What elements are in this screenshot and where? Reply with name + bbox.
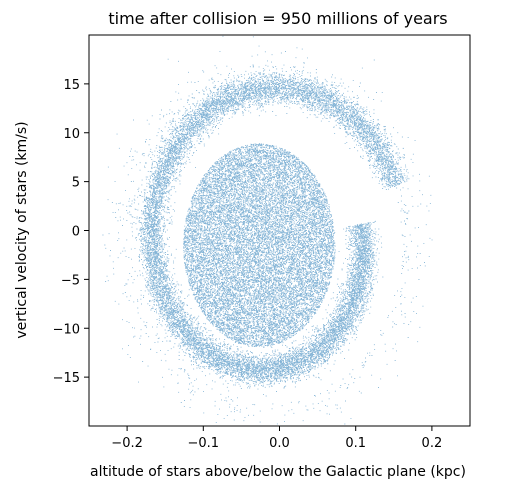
y-tick-label: 15 bbox=[63, 78, 80, 93]
x-axis-label: altitude of stars above/below the Galact… bbox=[90, 464, 466, 480]
x-tick-label: 0.0 bbox=[269, 436, 290, 451]
y-axis: 15 10 5 0 −5 −10 −15 bbox=[53, 78, 89, 386]
y-tick-label: 5 bbox=[72, 176, 80, 191]
y-tick-label: 0 bbox=[72, 225, 80, 240]
scatter-points bbox=[102, 35, 433, 425]
y-tick-label: 10 bbox=[63, 127, 80, 142]
star-points bbox=[102, 35, 433, 425]
y-tick-label: −15 bbox=[53, 371, 80, 386]
x-tick-label: 0.1 bbox=[345, 436, 366, 451]
y-axis-label: vertical velocity of stars (km/s) bbox=[14, 121, 30, 338]
x-tick-label: 0.2 bbox=[422, 436, 443, 451]
x-tick-label: −0.2 bbox=[111, 436, 143, 451]
y-tick-label: −10 bbox=[53, 322, 80, 337]
x-tick-label: −0.1 bbox=[188, 436, 220, 451]
y-tick-label: −5 bbox=[61, 273, 80, 288]
x-axis: −0.2 −0.1 0.0 0.1 0.2 bbox=[111, 426, 442, 451]
chart-title: time after collision = 950 millions of y… bbox=[108, 9, 447, 28]
